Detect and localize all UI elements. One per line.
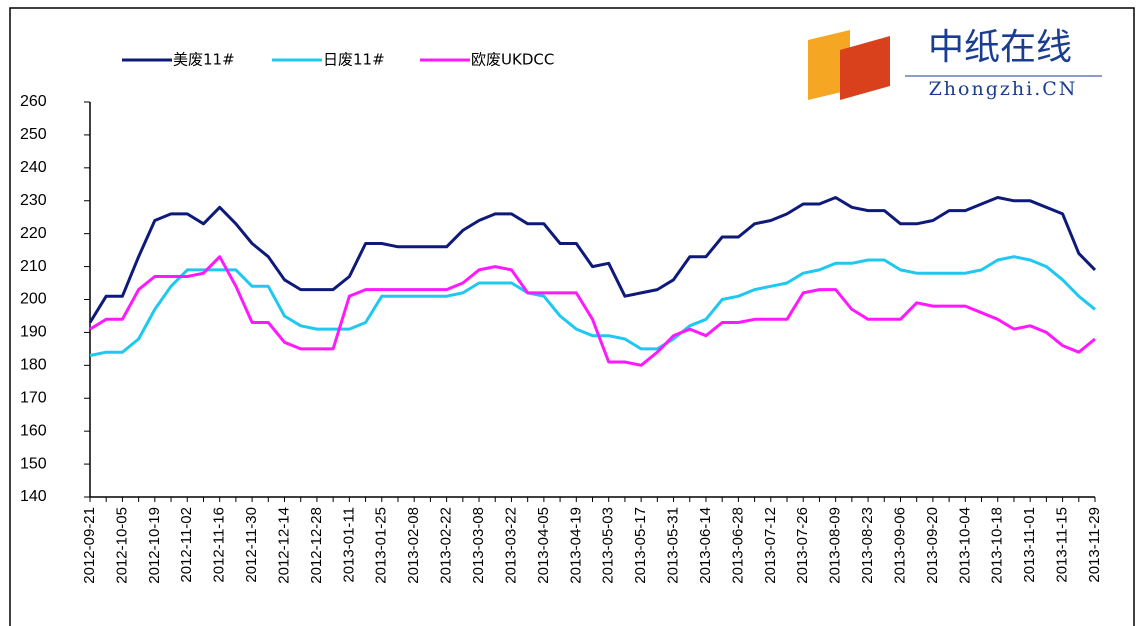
x-tick-label: 2012-11-30 [243, 507, 260, 583]
logo-subtitle: Zhongzhi.CN [929, 78, 1078, 100]
x-tick-label: 2013-11-29 [1086, 507, 1103, 583]
x-tick-label: 2013-08-23 [859, 507, 876, 584]
y-tick-label: 160 [20, 422, 47, 439]
y-tick-label: 220 [20, 225, 47, 242]
logo-shape [808, 30, 850, 100]
x-tick-label: 2012-12-28 [308, 507, 325, 584]
x-tick-label: 2013-11-01 [1021, 507, 1038, 583]
logo-shape [840, 36, 890, 100]
legend-label: 日废11# [323, 51, 385, 69]
y-tick-label: 190 [20, 324, 47, 341]
y-tick-label: 170 [20, 389, 47, 406]
logo-title: 中纸在线 [928, 27, 1072, 68]
x-tick-label: 2013-05-17 [632, 507, 649, 584]
x-tick-label: 2013-03-08 [470, 507, 487, 584]
y-tick-label: 230 [20, 192, 47, 209]
y-tick-label: 260 [20, 93, 47, 110]
x-tick-label: 2013-01-25 [373, 507, 390, 584]
logo: 中纸在线 Zhongzhi.CN [808, 27, 1102, 100]
x-tick-label: 2013-10-04 [956, 507, 973, 584]
legend-label: 欧废UKDCC [471, 51, 554, 69]
x-tick-label: 2012-11-16 [211, 507, 228, 583]
x-tick-label: 2013-05-03 [600, 507, 617, 584]
x-tick-label: 2012-10-05 [113, 507, 130, 584]
x-tick-label: 2013-11-15 [1054, 507, 1071, 583]
x-tick-label: 2013-06-28 [729, 507, 746, 584]
x-tick-label: 2013-03-22 [502, 507, 519, 584]
x-tick-label: 2013-04-05 [535, 507, 552, 584]
x-tick-label: 2012-09-21 [81, 507, 98, 584]
x-tick-label: 2012-12-14 [275, 507, 292, 584]
series-line [89, 255, 1096, 357]
x-tick-label: 2013-09-20 [924, 507, 941, 584]
x-tick-label: 2013-05-31 [665, 507, 682, 584]
series-line [89, 255, 1096, 367]
x-tick-label: 2013-02-08 [405, 507, 422, 584]
y-tick-label: 180 [20, 357, 47, 374]
x-tick-label: 2012-11-02 [178, 507, 195, 583]
x-tick-label: 2012-10-19 [146, 507, 163, 584]
x-tick-label: 2013-10-18 [989, 507, 1006, 584]
x-tick-label: 2013-08-09 [827, 507, 844, 584]
y-tick-label: 150 [20, 455, 47, 472]
x-tick-label: 2013-01-11 [340, 507, 357, 583]
x-tick-label: 2013-07-26 [794, 507, 811, 584]
frame [9, 7, 1135, 626]
x-tick-label: 2013-02-22 [438, 507, 455, 584]
x-tick-label: 2013-06-14 [697, 507, 714, 584]
y-tick-label: 250 [20, 126, 47, 143]
x-tick-label: 2013-04-19 [567, 507, 584, 584]
series-line [88, 196, 1097, 324]
y-tick-label: 200 [20, 291, 47, 308]
y-tick-label: 140 [20, 488, 47, 505]
x-tick-label: 2013-09-06 [891, 507, 908, 584]
y-tick-label: 210 [20, 258, 47, 275]
legend-label: 美废11# [173, 51, 235, 69]
y-tick-label: 240 [20, 159, 47, 176]
x-tick-label: 2013-07-12 [762, 507, 779, 584]
